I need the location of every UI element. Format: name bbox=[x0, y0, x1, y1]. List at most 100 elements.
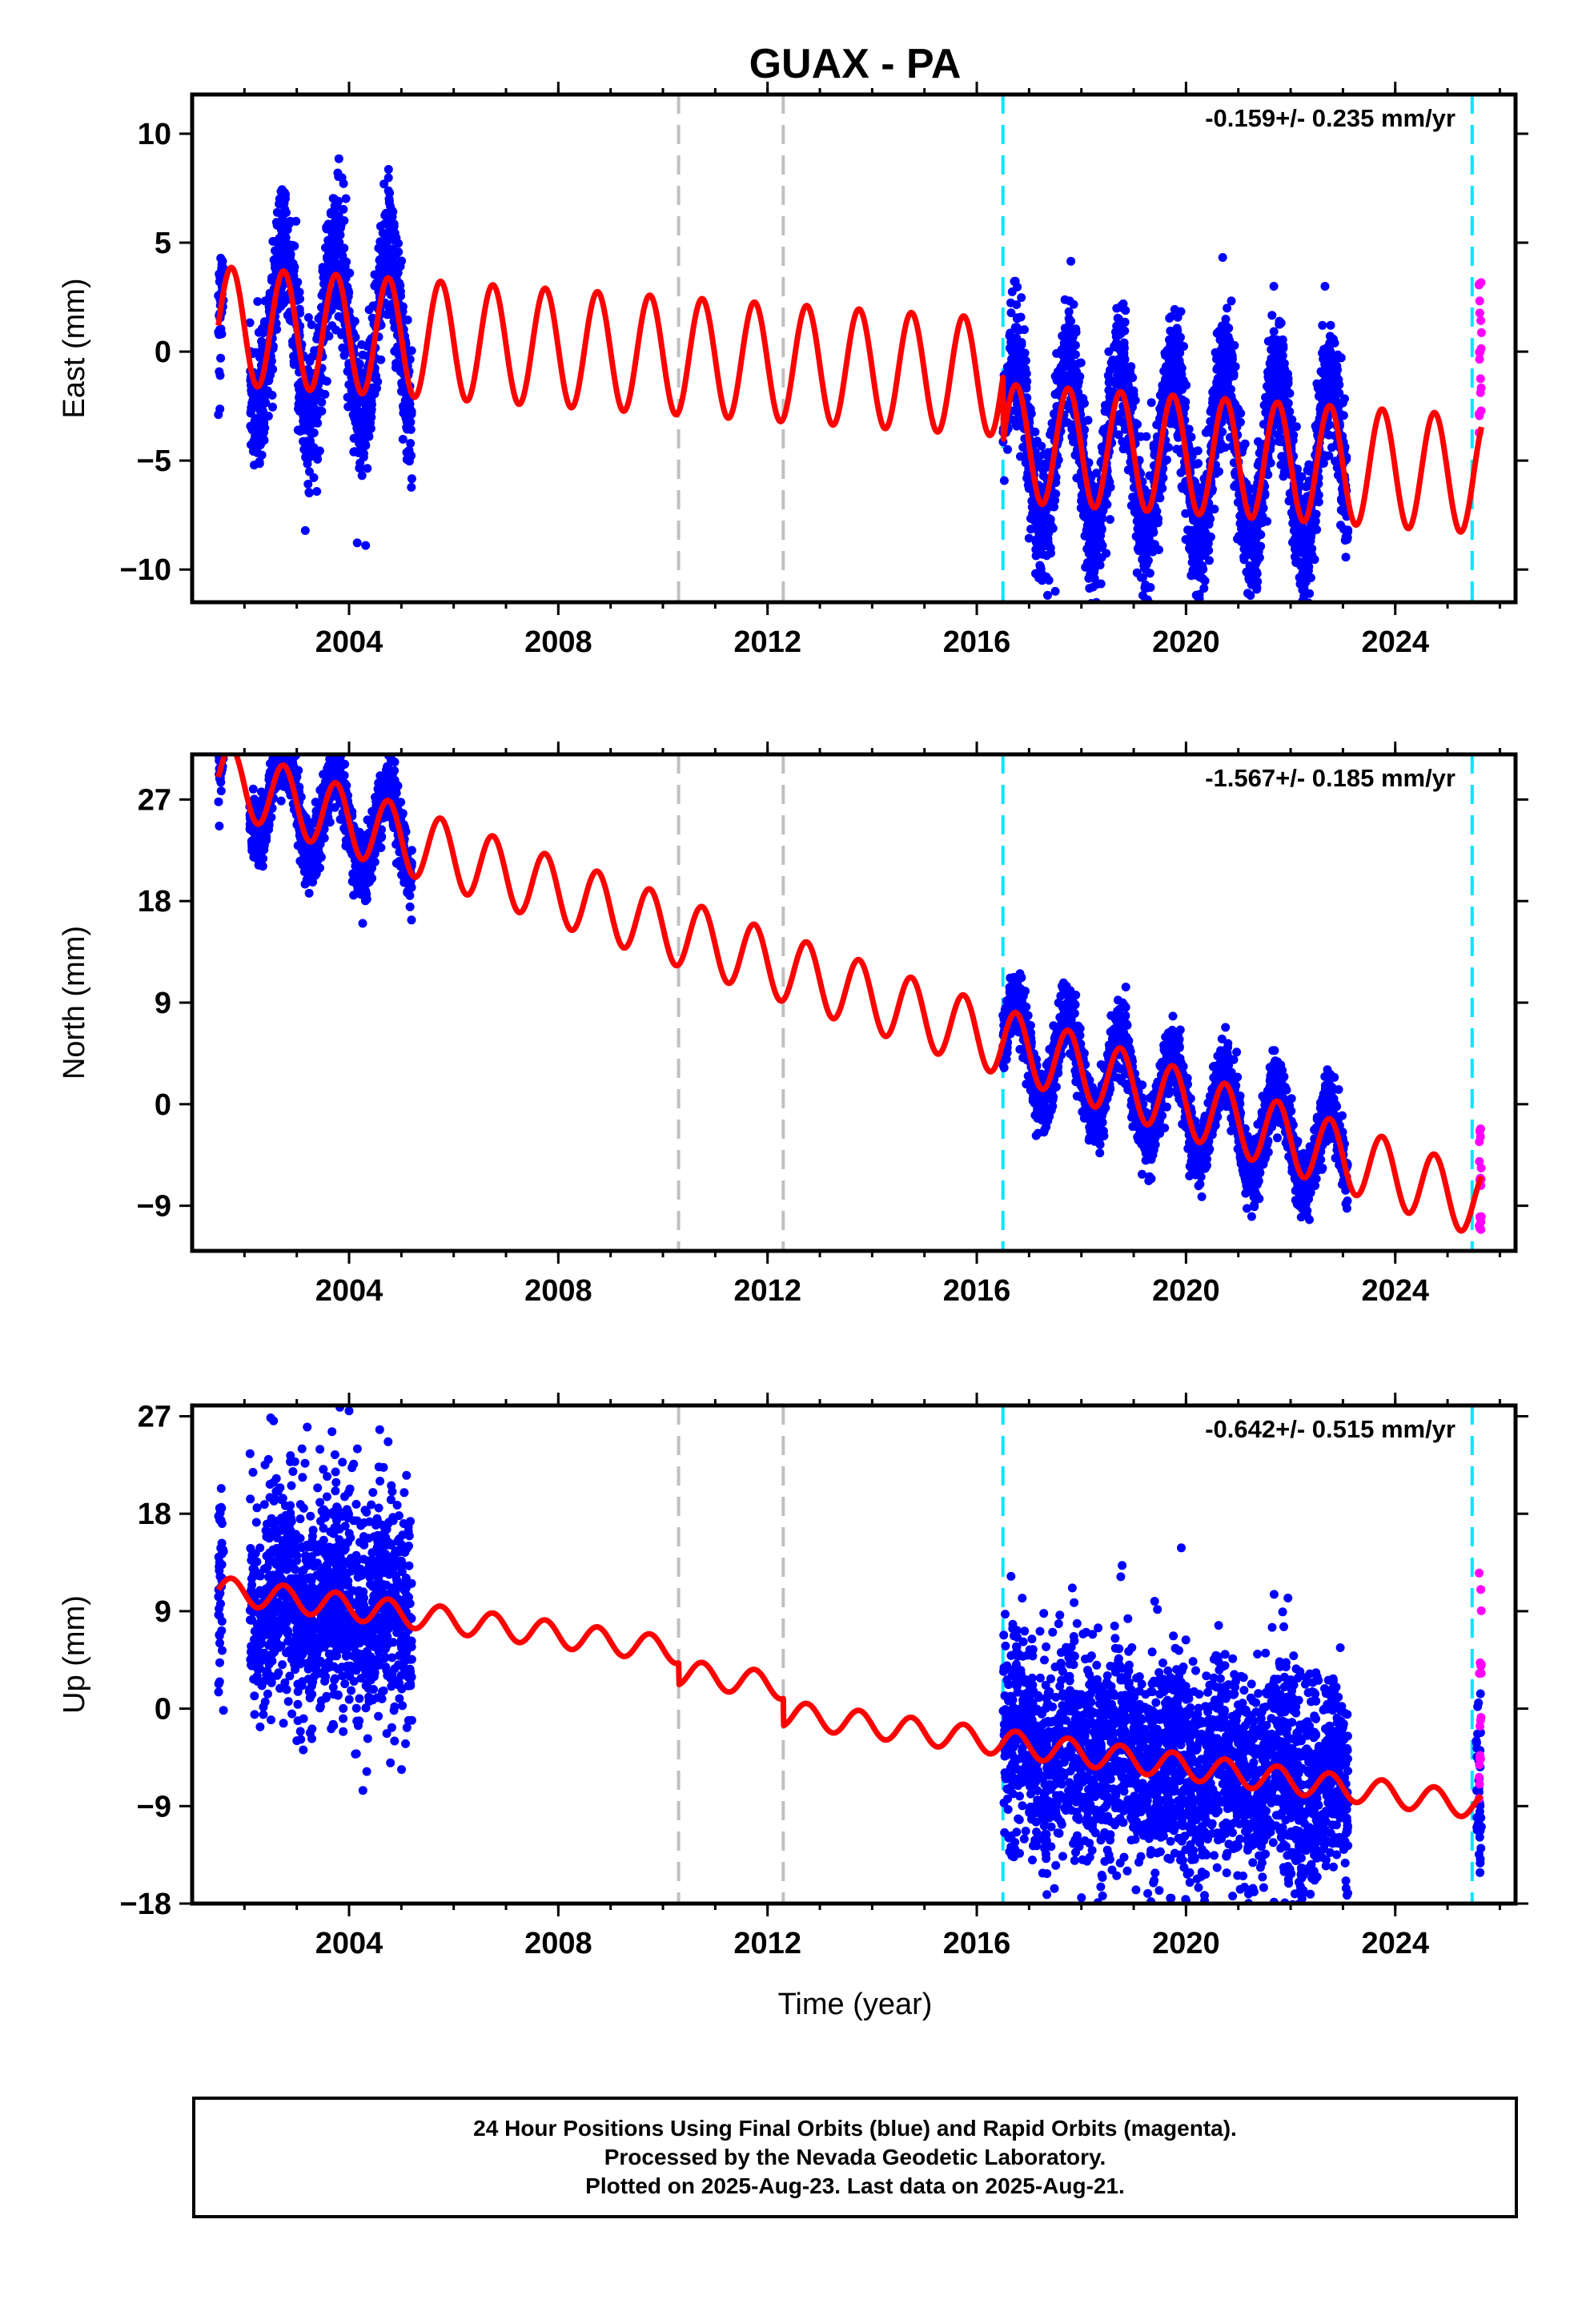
final-orbit-point bbox=[214, 797, 223, 806]
final-orbit-point bbox=[1097, 611, 1106, 620]
rapid-orbit-point bbox=[1475, 296, 1484, 306]
final-orbit-point bbox=[1228, 355, 1237, 364]
final-orbit-point bbox=[215, 738, 224, 746]
final-orbit-point bbox=[1142, 432, 1151, 441]
final-orbit-point bbox=[258, 862, 267, 871]
final-orbit-point bbox=[361, 541, 371, 550]
final-orbit-point bbox=[1021, 376, 1030, 385]
x-tick-label: 2004 bbox=[315, 625, 383, 659]
final-orbit-point bbox=[375, 255, 384, 264]
final-orbit-point bbox=[1066, 352, 1075, 362]
final-orbit-point bbox=[1010, 276, 1020, 286]
final-orbit-point bbox=[404, 420, 413, 429]
final-orbit-point bbox=[334, 154, 343, 163]
final-orbit-point bbox=[359, 448, 368, 458]
final-orbit-point bbox=[1059, 343, 1069, 352]
final-orbit-point bbox=[1336, 521, 1345, 530]
final-orbit-point bbox=[320, 389, 330, 399]
final-orbit-point bbox=[1303, 532, 1313, 541]
final-orbit-point bbox=[217, 739, 226, 748]
final-orbit-point bbox=[253, 297, 263, 306]
final-orbit-point bbox=[1042, 551, 1051, 561]
final-orbit-point bbox=[276, 301, 286, 311]
final-orbit-point bbox=[1178, 384, 1187, 394]
final-orbit-point bbox=[1174, 333, 1183, 343]
final-orbit-point bbox=[293, 277, 303, 287]
final-orbit-point bbox=[319, 273, 328, 283]
final-orbit-point bbox=[275, 741, 283, 750]
final-orbit-point bbox=[1278, 351, 1287, 360]
final-orbit-point bbox=[283, 744, 291, 753]
final-orbit-point bbox=[1248, 614, 1257, 623]
final-orbit-point bbox=[302, 436, 311, 446]
final-orbit-point bbox=[218, 744, 227, 753]
final-orbit-point bbox=[375, 222, 385, 231]
final-orbit-point bbox=[1293, 558, 1303, 568]
final-orbit-point bbox=[248, 396, 258, 404]
final-orbit-point bbox=[1092, 580, 1102, 589]
final-orbit-point bbox=[299, 407, 309, 416]
final-orbit-point bbox=[339, 351, 349, 360]
final-orbit-point bbox=[372, 384, 381, 393]
final-orbit-point bbox=[1220, 383, 1230, 392]
final-orbit-point bbox=[358, 919, 367, 928]
final-orbit-point bbox=[1086, 569, 1095, 579]
final-orbit-point bbox=[1146, 398, 1156, 408]
final-orbit-point bbox=[376, 355, 386, 364]
final-orbit-point bbox=[295, 308, 305, 318]
final-orbit-point bbox=[309, 413, 319, 422]
final-orbit-point bbox=[1302, 620, 1311, 629]
rapid-orbit-point bbox=[1476, 328, 1486, 337]
final-orbit-point bbox=[1279, 472, 1288, 481]
final-orbit-point bbox=[389, 219, 399, 229]
final-orbit-point bbox=[267, 391, 277, 400]
final-orbit-point bbox=[290, 262, 299, 271]
final-orbit-point bbox=[1309, 524, 1319, 533]
y-tick-label: −10 bbox=[120, 553, 171, 587]
final-orbit-point bbox=[341, 194, 351, 203]
figure-title: GUAX - PA bbox=[749, 41, 962, 87]
final-orbit-point bbox=[1267, 311, 1277, 320]
final-orbit-point bbox=[1320, 282, 1330, 291]
final-orbit-point bbox=[1139, 527, 1149, 536]
final-orbit-point bbox=[1215, 364, 1224, 373]
final-orbit-point bbox=[216, 786, 226, 796]
final-orbit-point bbox=[397, 380, 407, 389]
final-orbit-point bbox=[1131, 532, 1141, 541]
final-orbit-point bbox=[1330, 353, 1339, 363]
final-orbit-point bbox=[278, 226, 287, 235]
rapid-orbit-point bbox=[1476, 316, 1486, 325]
final-orbit-point bbox=[281, 740, 290, 749]
final-orbit-point bbox=[1119, 344, 1129, 353]
x-tick-label: 2012 bbox=[733, 625, 801, 659]
final-orbit-point bbox=[1106, 482, 1115, 492]
final-orbit-point bbox=[1283, 369, 1292, 379]
final-orbit-point bbox=[219, 734, 227, 743]
final-orbit-point bbox=[1084, 540, 1094, 549]
final-orbit-point bbox=[1205, 556, 1214, 565]
y-tick-label: 5 bbox=[155, 227, 171, 260]
final-orbit-point bbox=[1326, 320, 1335, 330]
final-orbit-point bbox=[1026, 525, 1036, 534]
rapid-orbit-point bbox=[1475, 348, 1484, 357]
final-orbit-point bbox=[1299, 625, 1308, 633]
final-orbit-point bbox=[309, 444, 319, 453]
final-orbit-point bbox=[379, 179, 389, 189]
final-orbit-point bbox=[259, 400, 268, 409]
final-orbit-point bbox=[260, 296, 270, 306]
final-orbit-point bbox=[1067, 368, 1077, 377]
final-orbit-point bbox=[1104, 378, 1114, 388]
final-orbit-point bbox=[1032, 436, 1042, 446]
final-orbit-point bbox=[1299, 583, 1309, 593]
final-orbit-point bbox=[330, 733, 339, 742]
final-orbit-point bbox=[1334, 375, 1343, 384]
final-orbit-point bbox=[352, 407, 361, 416]
final-orbit-point bbox=[343, 286, 353, 296]
final-orbit-point bbox=[999, 476, 1009, 485]
final-orbit-point bbox=[303, 480, 313, 489]
final-orbit-point bbox=[1062, 329, 1071, 339]
final-orbit-point bbox=[1046, 515, 1055, 525]
final-orbit-point bbox=[1016, 312, 1026, 322]
final-orbit-point bbox=[1204, 520, 1214, 529]
final-orbit-point bbox=[277, 736, 286, 745]
